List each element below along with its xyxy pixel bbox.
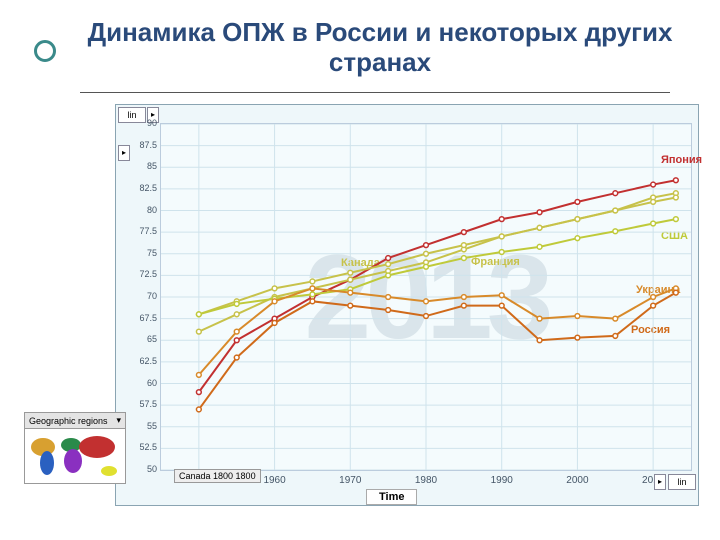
y-tick: 62.5	[131, 356, 157, 366]
geo-regions-header[interactable]: Geographic regions ▾	[24, 412, 126, 429]
x-tick: 1970	[339, 475, 361, 486]
x-scale-toggle[interactable]: lin	[668, 474, 696, 490]
x-tick: 1980	[415, 475, 437, 486]
geo-regions-panel: Geographic regions ▾	[24, 412, 126, 484]
y-tick: 60	[131, 378, 157, 388]
chart-panel: lin ▸ ▸ Life expectancy (years) 2013 505…	[115, 104, 699, 506]
world-map-icon[interactable]	[24, 429, 126, 484]
slide-title: Динамика ОПЖ в России и некоторых других…	[80, 18, 680, 78]
slide: Динамика ОПЖ в России и некоторых других…	[0, 0, 720, 540]
y-tick: 80	[131, 205, 157, 215]
y-tick: 52.5	[131, 442, 157, 452]
y-tick: 57.5	[131, 399, 157, 409]
y-tick: 77.5	[131, 226, 157, 236]
y-select-icon[interactable]: ▸	[118, 145, 130, 161]
y-tick: 85	[131, 161, 157, 171]
y-tick: 70	[131, 291, 157, 301]
x-axis-label: Time	[366, 489, 417, 505]
y-tick: 87.5	[131, 140, 157, 150]
x-tick: 1960	[263, 475, 285, 486]
y-tick: 65	[131, 334, 157, 344]
y-tick: 67.5	[131, 313, 157, 323]
bullet-icon	[34, 40, 56, 62]
title-rule	[80, 92, 670, 93]
x-tick: 2000	[566, 475, 588, 486]
y-tick: 72.5	[131, 269, 157, 279]
y-tick: 75	[131, 248, 157, 258]
x-tick: 1990	[491, 475, 513, 486]
plot-area: 2013 5052.55557.56062.56567.57072.57577.…	[160, 123, 692, 471]
chevron-down-icon: ▾	[116, 415, 121, 426]
y-tick: 50	[131, 464, 157, 474]
geo-regions-label: Geographic regions	[29, 416, 108, 426]
y-tick: 82.5	[131, 183, 157, 193]
y-tick: 90	[131, 118, 157, 128]
x-expand-icon[interactable]: ▸	[654, 474, 666, 490]
y-tick: 55	[131, 421, 157, 431]
hover-tooltip: Canada 1800 1800	[174, 469, 261, 483]
